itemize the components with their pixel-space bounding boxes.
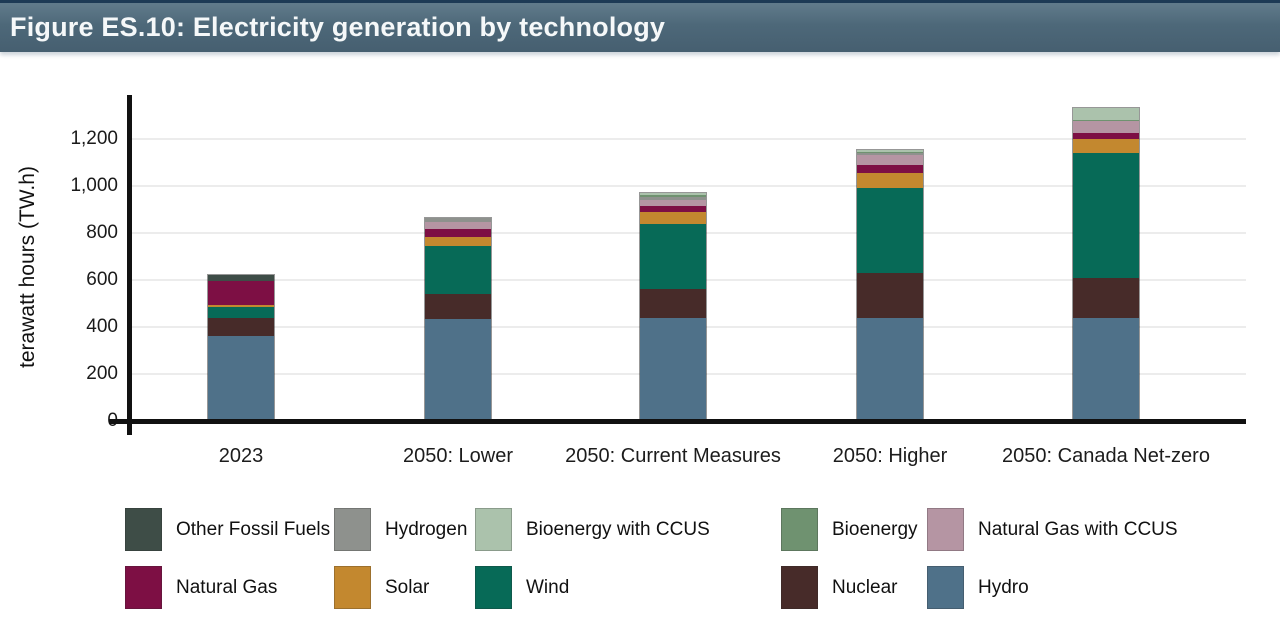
legend-swatch-other-fossil-fuels [125,508,162,551]
segment-solar [857,173,923,189]
segment-hydrogen [857,153,923,156]
segment-nuclear [640,289,706,318]
legend-swatch-hydrogen [334,508,371,551]
segment-natural-gas-with-ccus [857,155,923,165]
segment-nuclear [208,317,274,337]
legend-item-bioenergy-with-ccus: Bioenergy with CCUS [475,508,710,551]
stacked-bar-chart: terawatt hours (TW.h) 02004006008001,000… [0,55,1280,638]
y-tick-label-1,000: 1,000 [70,175,118,196]
legend-item-natural-gas: Natural Gas [125,566,277,609]
legend-label-solar: Solar [385,576,430,598]
segment-hydrogen [425,217,491,223]
legend-item-wind: Wind [475,566,569,609]
x-axis-label-2050-current-measures: 2050: Current Measures [565,445,781,467]
segment-hydro [857,317,923,421]
segment-hydrogen [640,196,706,201]
bar-2050-higher [856,148,924,422]
segment-solar [425,236,491,246]
segment-natural-gas [208,281,274,305]
segment-bioenergy-with-ccus [640,193,706,196]
gridline-1,200 [127,138,1246,140]
legend-swatch-nuclear [781,566,818,609]
x-axis-label-2050-canada-net-zero: 2050: Canada Net-zero [1002,445,1210,467]
legend-label-hydrogen: Hydrogen [385,518,468,540]
y-tick-label-400: 400 [86,316,118,337]
bar-2050-canada-net-zero [1072,107,1140,422]
legend-item-natural-gas-with-ccus: Natural Gas with CCUS [927,508,1178,551]
bar-2050-lower [424,216,492,422]
segment-wind [1073,153,1139,278]
segment-solar [640,211,706,224]
legend-item-nuclear: Nuclear [781,566,897,609]
segment-natural-gas [640,205,706,212]
segment-natural-gas-with-ccus [1073,121,1139,134]
y-axis-line [127,95,132,435]
segment-wind [640,223,706,290]
legend-label-hydro: Hydro [978,576,1029,598]
y-tick-label-0: 0 [0,410,118,432]
legend-label-natural-gas: Natural Gas [176,576,278,598]
legend-item-solar: Solar [334,566,429,609]
segment-other-fossil-fuels [208,275,274,282]
y-tick-label-200: 200 [86,363,118,384]
segment-natural-gas [425,229,491,237]
segment-bioenergy-with-ccus [1073,108,1139,121]
segment-hydro [208,336,274,421]
segment-wind [857,188,923,273]
segment-wind [208,307,274,318]
gridline-1,000 [127,185,1246,187]
segment-natural-gas [1073,133,1139,139]
legend-swatch-natural-gas [125,566,162,609]
legend-item-hydrogen: Hydrogen [334,508,467,551]
segment-wind [425,245,491,295]
legend-item-other-fossil-fuels: Other Fossil Fuels [125,508,330,551]
legend-label-natural-gas-with-ccus: Natural Gas with CCUS [978,518,1178,540]
legend-swatch-wind [475,566,512,609]
legend-label-wind: Wind [526,576,570,598]
legend-label-other-fossil-fuels: Other Fossil Fuels [176,518,331,540]
bar-2050-current-measures [639,192,707,422]
segment-solar [208,304,274,308]
y-tick-label-800: 800 [86,222,118,243]
legend-swatch-solar [334,566,371,609]
segment-bioenergy [857,151,923,154]
segment-hydro [640,317,706,421]
legend-swatch-bioenergy-with-ccus [475,508,512,551]
segment-hydro [1073,317,1139,421]
segment-natural-gas [857,164,923,174]
segment-hydro [425,318,491,421]
segment-natural-gas-with-ccus [425,222,491,230]
segment-nuclear [425,294,491,319]
figure-title: Figure ES.10: Electricity generation by … [10,12,666,42]
segment-natural-gas-with-ccus [640,200,706,206]
segment-bioenergy [1073,120,1139,122]
y-tick-label-1,200: 1,200 [70,128,118,149]
y-tick-label-600: 600 [86,269,118,290]
legend-swatch-bioenergy [781,508,818,551]
legend-label-bioenergy: Bioenergy [832,518,918,540]
legend-label-nuclear: Nuclear [832,576,898,598]
x-axis-line [109,419,1246,424]
legend-item-hydro: Hydro [927,566,1029,609]
bar-2023 [207,274,275,422]
legend-swatch-natural-gas-with-ccus [927,508,964,551]
legend-label-bioenergy-with-ccus: Bioenergy with CCUS [526,518,710,540]
x-axis-label-2050-higher: 2050: Higher [832,445,948,467]
segment-bioenergy [640,195,706,197]
x-axis-label-2023: 2023 [218,445,264,467]
segment-bioenergy-with-ccus [857,149,923,152]
legend-item-bioenergy: Bioenergy [781,508,918,551]
figure-title-banner: Figure ES.10: Electricity generation by … [0,0,1280,52]
segment-nuclear [1073,277,1139,318]
x-axis-label-2050-lower: 2050: Lower [402,445,514,467]
legend-swatch-hydro [927,566,964,609]
segment-nuclear [857,272,923,318]
segment-solar [1073,138,1139,154]
